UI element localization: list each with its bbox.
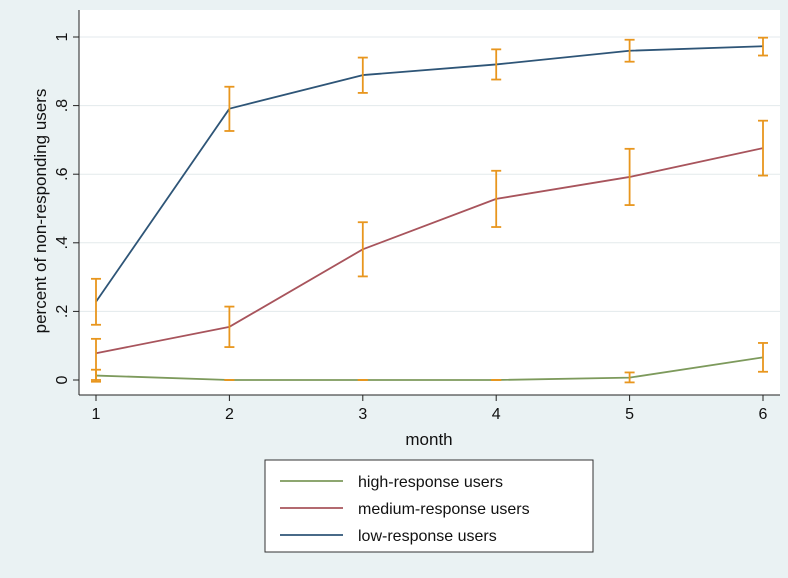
error-bar — [491, 169, 502, 228]
axes: 0 .2 .4 .6 .8 1 1 2 3 4 5 6 — [54, 10, 780, 423]
error-bar — [624, 38, 635, 63]
error-bar — [224, 85, 235, 132]
x-tick-label: 1 — [92, 406, 101, 423]
grid-lines — [79, 36, 780, 312]
legend-label: medium-response users — [358, 501, 530, 518]
x-tick-label: 3 — [358, 406, 367, 423]
error-bar — [624, 371, 635, 384]
y-tick-label: .2 — [54, 305, 71, 318]
error-bar — [224, 305, 235, 348]
legend-label: high-response users — [358, 474, 503, 491]
y-tick-label: 1 — [54, 32, 71, 41]
error-bar — [91, 277, 101, 326]
legend-item: low-response users — [280, 528, 497, 545]
legend-label: low-response users — [358, 528, 497, 545]
series-line — [95, 45, 764, 303]
series-line — [95, 356, 764, 381]
error-bar — [491, 48, 502, 81]
y-tick-label: .4 — [54, 236, 71, 249]
error-bar — [357, 56, 368, 94]
y-tick-label: .6 — [54, 167, 71, 180]
y-axis-title: percent of non-responding users — [31, 89, 50, 334]
y-tick-label: 0 — [54, 375, 71, 384]
error-bars — [91, 36, 768, 384]
y-tick-label: .8 — [54, 99, 71, 112]
error-bar — [624, 147, 635, 206]
error-bar — [91, 337, 101, 383]
error-bar — [758, 342, 768, 373]
error-bar — [758, 36, 768, 57]
x-tick-label: 2 — [225, 406, 234, 423]
series-line — [95, 147, 764, 355]
plot-area — [79, 10, 780, 395]
legend-item: medium-response users — [280, 501, 530, 518]
x-axis-title: month — [405, 430, 452, 449]
legend-box — [264, 459, 594, 553]
legend-item: high-response users — [280, 474, 503, 491]
error-bar — [357, 221, 368, 278]
legend: high-response users medium-response users… — [264, 459, 594, 553]
series-lines — [95, 45, 764, 381]
x-tick-label: 6 — [759, 406, 768, 423]
error-bar — [758, 119, 768, 177]
x-tick-label: 5 — [625, 406, 634, 423]
x-tick-label: 4 — [492, 406, 501, 423]
